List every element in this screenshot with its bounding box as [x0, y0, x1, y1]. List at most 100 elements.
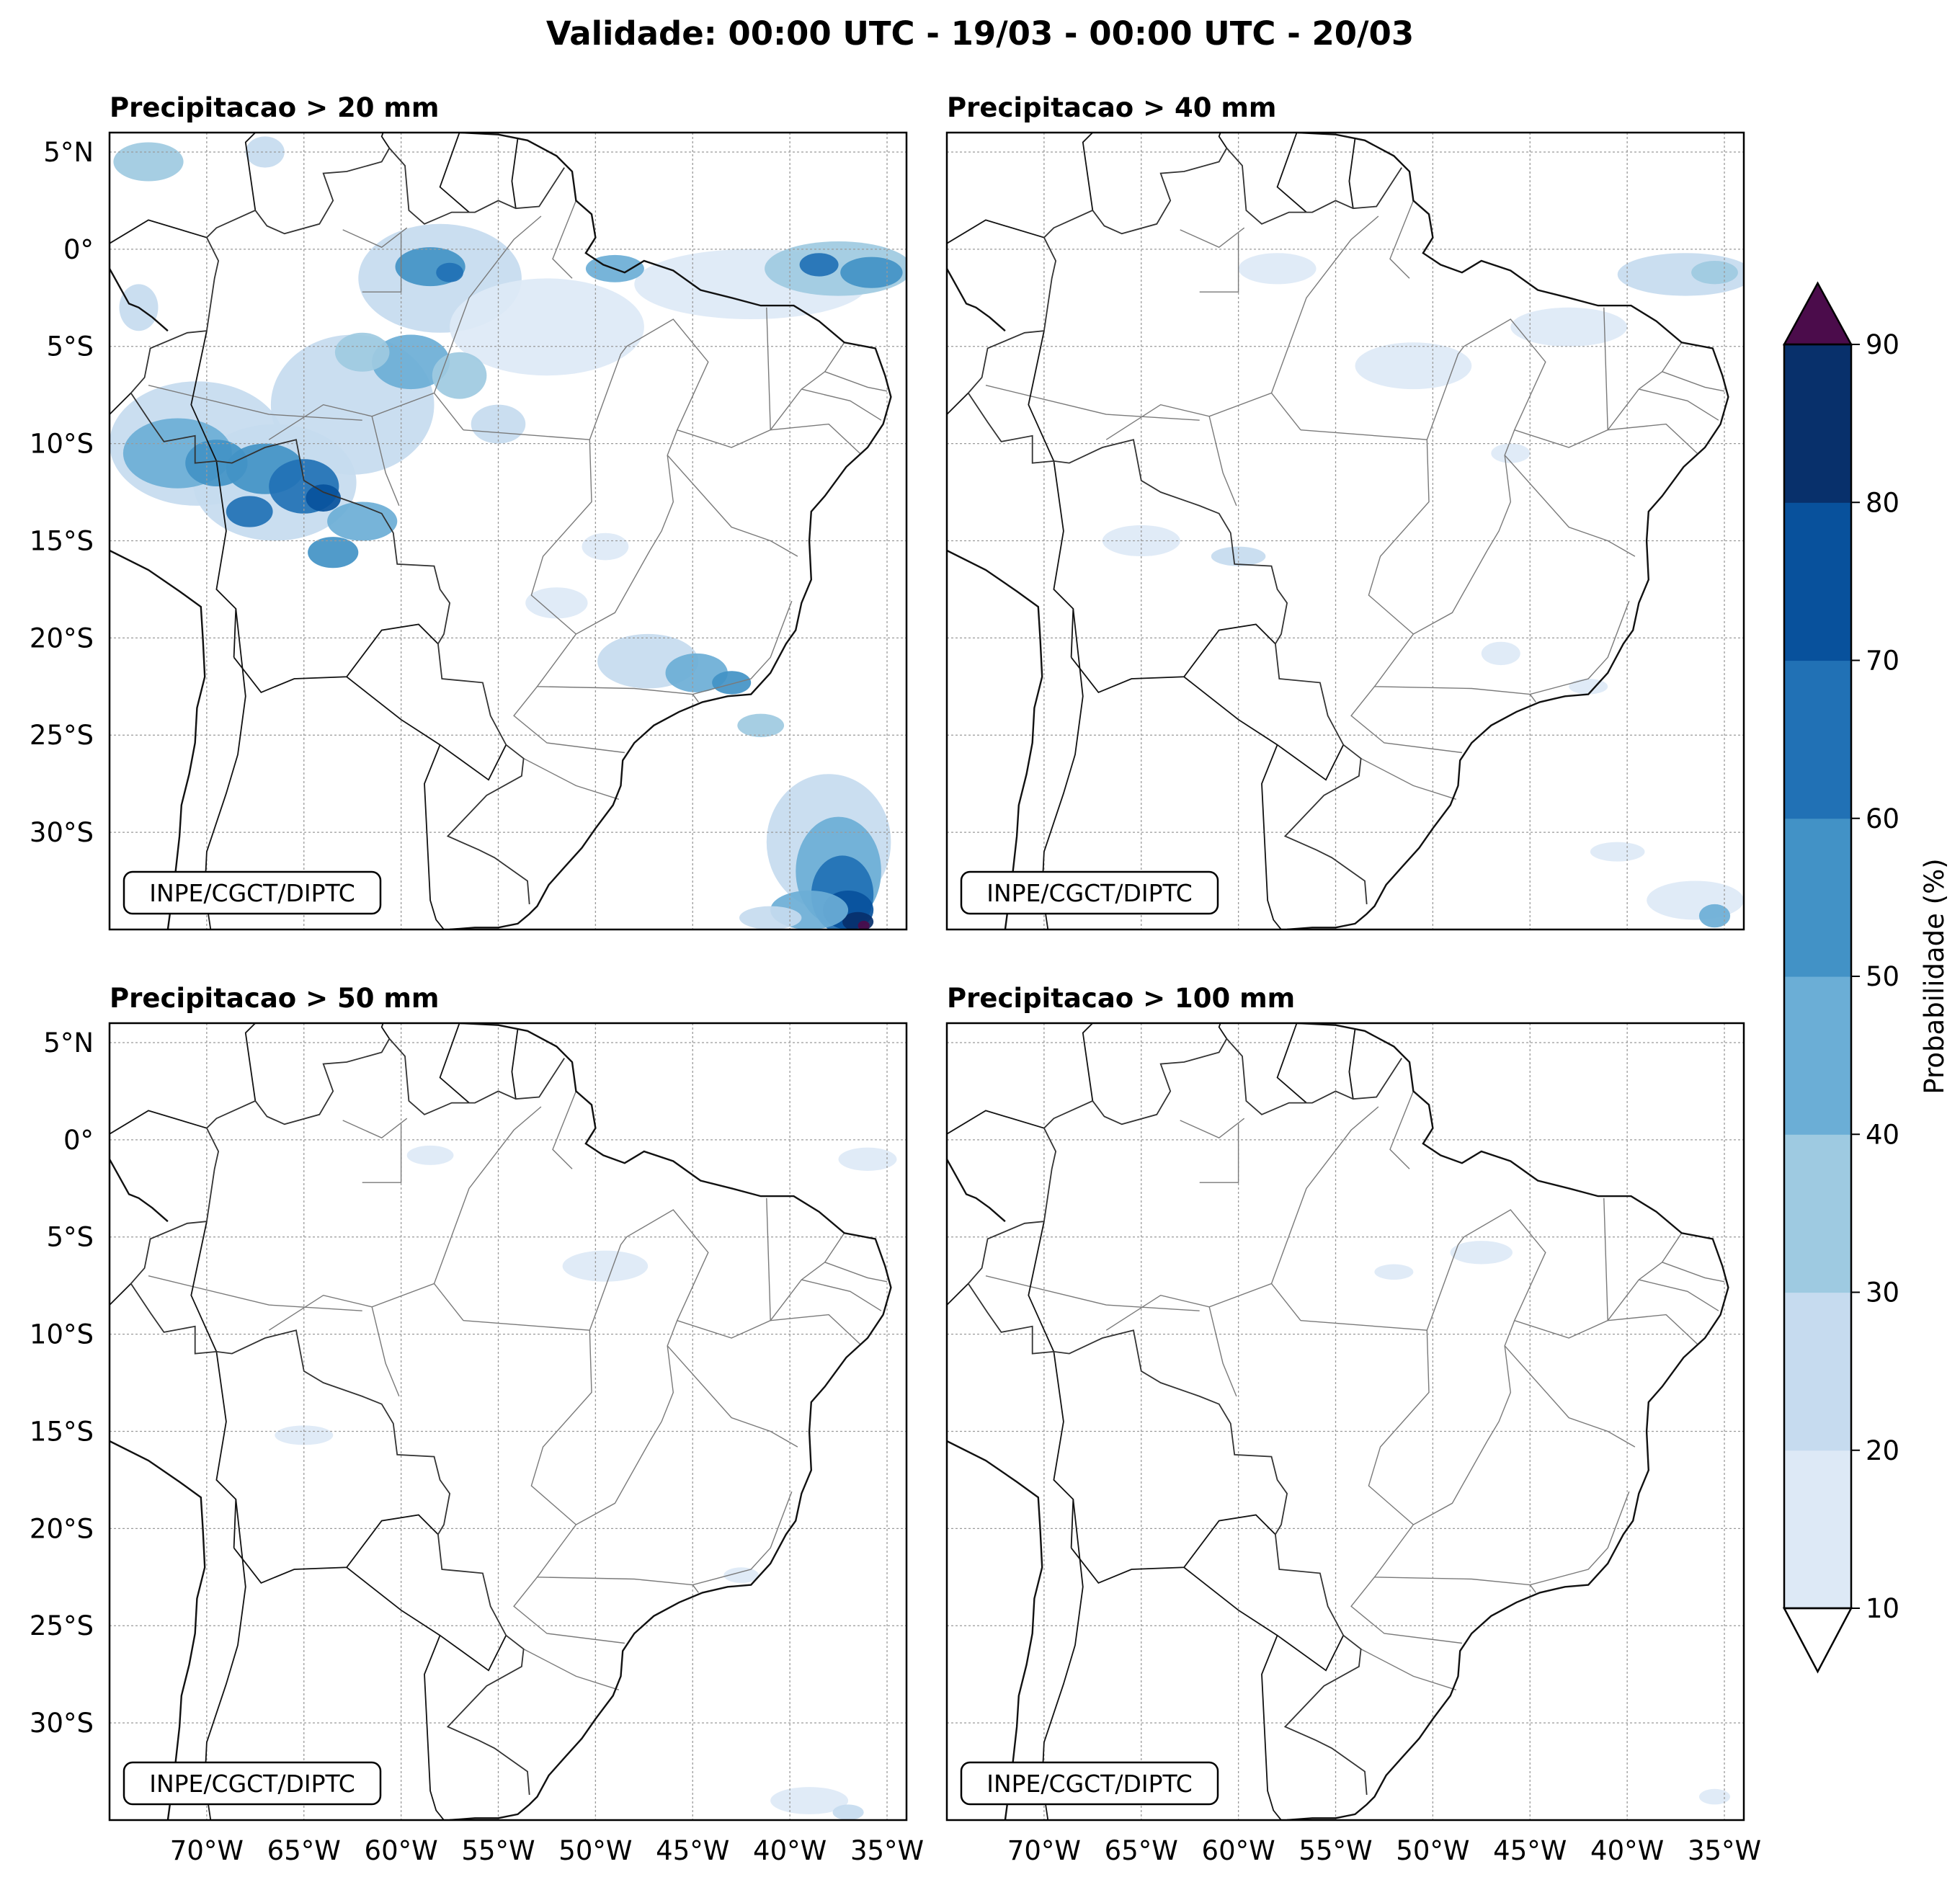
precip-patch [799, 253, 839, 277]
lon-tick-label: 65°W [267, 1835, 341, 1866]
colorbar-band [1784, 976, 1851, 1135]
precip-patch [582, 532, 629, 561]
panel-title: Precipitacao > 100 mm [947, 983, 1295, 1014]
country-borders [110, 133, 565, 929]
colorbar-band [1784, 818, 1851, 977]
precip-patch [1590, 842, 1645, 862]
precip-patch [562, 1250, 649, 1282]
precip-patch [308, 537, 359, 569]
precip-patch [1374, 1264, 1414, 1280]
coastline [110, 1023, 892, 1820]
colorbar-label: Probabilidade (%) [1919, 858, 1950, 1094]
credit-label: INPE/CGCT/DIPTC [986, 1770, 1193, 1798]
colorbar-band [1784, 660, 1851, 819]
precip-patch [1238, 253, 1317, 285]
lon-tick-label: 40°W [1590, 1835, 1664, 1866]
lat-tick-label: 0° [63, 1125, 94, 1156]
country-borders [110, 1023, 565, 1820]
precip-patch [1698, 904, 1731, 928]
colorbar: 10 20 30 40 50 60 70 80 90 Probabilidade (%) [1782, 281, 1950, 1674]
precip-patch [1355, 342, 1472, 390]
lat-tick-label: 15°S [30, 525, 94, 556]
credit-label: INPE/CGCT/DIPTC [986, 879, 1193, 907]
credit-box [960, 1761, 1219, 1806]
lat-tick-label: 5°N [43, 137, 94, 168]
precip-patch [226, 496, 273, 527]
precip-patch [737, 713, 785, 737]
gridlines [947, 1023, 1744, 1820]
lat-tick-label: 5°N [43, 1027, 94, 1058]
lon-tick-label: 70°W [170, 1835, 244, 1866]
precip-patch [1691, 261, 1738, 285]
colorbar-band [1784, 1134, 1851, 1293]
map-frame [945, 1022, 1745, 1822]
lat-tick-label: 10°S [30, 1319, 94, 1350]
colorbar-tick-label: 60 [1866, 803, 1899, 834]
precip-patch [245, 136, 285, 168]
gridlines [110, 1023, 906, 1820]
colorbar-band [1784, 502, 1851, 661]
lon-tick-label: 35°W [850, 1835, 924, 1866]
credit-label: INPE/CGCT/DIPTC [149, 879, 355, 907]
colorbar-tick-label: 80 [1866, 487, 1899, 518]
lon-tick-label: 65°W [1105, 1835, 1178, 1866]
credit-box [122, 1761, 382, 1806]
lat-tick-label: 20°S [30, 1513, 94, 1544]
map-frame [108, 1022, 908, 1822]
panel-title: Precipitacao > 20 mm [110, 92, 439, 123]
precip-patch [406, 1145, 454, 1165]
map-panel-2: Precipitacao > 40 mm INPE/CGCT/DIPTC [945, 92, 1745, 931]
lon-tick-label: 35°W [1688, 1835, 1761, 1866]
lon-tick-label: 50°W [558, 1835, 632, 1866]
precip-patch [306, 484, 342, 512]
colorbar-tick-label: 20 [1866, 1435, 1899, 1466]
precip-patch [723, 1567, 759, 1583]
lat-tick-label: 0° [63, 234, 94, 265]
coastline [947, 133, 1729, 929]
lon-tick-label: 55°W [1298, 1835, 1372, 1866]
gridlines [110, 133, 906, 929]
precip-patch [858, 920, 870, 929]
map-panel-4: Precipitacao > 100 mm INPE/CGCT/DIPTC 70°W… [945, 983, 1761, 1866]
colorbar-band [1784, 344, 1851, 503]
lon-tick-label: 55°W [461, 1835, 535, 1866]
state-borders [148, 200, 888, 800]
precip-patch [842, 911, 874, 929]
lat-tick-label: 30°S [30, 817, 94, 848]
lat-tick-label: 10°S [30, 429, 94, 460]
colorbar-tick-label: 50 [1866, 961, 1899, 992]
colorbar-tick-label: 10 [1866, 1593, 1899, 1624]
lon-tick-label: 60°W [1202, 1835, 1275, 1866]
precip-patch [840, 257, 903, 288]
map-frame [945, 131, 1745, 931]
credit-box [960, 870, 1219, 915]
credit-label: INPE/CGCT/DIPTC [149, 1770, 355, 1798]
lat-tick-label: 20°S [30, 623, 94, 654]
precip-patch [832, 1804, 864, 1820]
precip-patch [1481, 641, 1520, 666]
precip-patch [334, 332, 390, 372]
colorbar-tick-label: 40 [1866, 1119, 1899, 1150]
figure-title: Validade: 00:00 UTC - 19/03 - 00:00 UTC … [546, 14, 1414, 53]
precip-patch [525, 587, 588, 619]
lon-tick-label: 45°W [1493, 1835, 1567, 1866]
precip-patch [1569, 679, 1608, 695]
lat-tick-label: 25°S [30, 720, 94, 751]
panel-title: Precipitacao > 50 mm [110, 983, 439, 1014]
precip-patch [432, 352, 487, 399]
map-panels: Precipitacao > 20 mm INPE/CGCT/DIPTC 5°N 0°… [30, 92, 1761, 1866]
precip-patch [1491, 443, 1531, 463]
precip-probability-field [1374, 1241, 1731, 1805]
precip-patch [372, 334, 450, 390]
lon-tick-label: 40°W [753, 1835, 827, 1866]
precip-patch [712, 671, 752, 695]
lon-tick-label: 70°W [1007, 1835, 1081, 1866]
country-borders [947, 133, 1402, 929]
lon-tick-label: 60°W [365, 1835, 438, 1866]
map-frame [108, 131, 908, 931]
colorbar-tick-label: 90 [1866, 329, 1899, 360]
precip-patch [113, 142, 184, 182]
precip-patch [436, 262, 463, 282]
precip-patch [1510, 307, 1628, 347]
